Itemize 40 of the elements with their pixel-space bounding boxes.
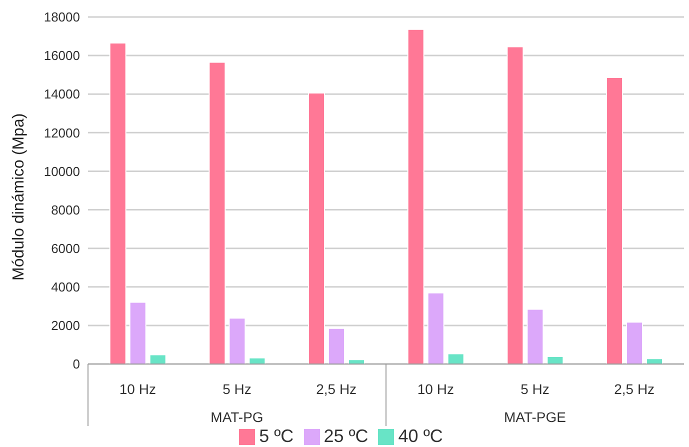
x-tick-label: 10 Hz — [417, 381, 454, 397]
bar — [308, 92, 326, 364]
legend-label: 5 ºC — [259, 426, 294, 446]
bar — [506, 46, 524, 364]
y-tick-label: 0 — [72, 356, 80, 372]
legend-label: 25 ºC — [324, 426, 368, 446]
bar — [348, 359, 366, 364]
bar — [407, 28, 424, 364]
bar — [646, 358, 664, 364]
bar — [626, 322, 644, 364]
y-tick-label: 6000 — [51, 240, 80, 256]
bar — [208, 62, 226, 364]
y-tick-label: 8000 — [51, 202, 80, 218]
bar — [109, 42, 126, 364]
y-tick-label: 10000 — [44, 164, 80, 179]
x-tick-label: 2,5 Hz — [316, 381, 357, 397]
x-tick-label: 5 Hz — [222, 381, 252, 397]
bar — [129, 302, 146, 364]
text: MAT-PG — [210, 409, 264, 425]
y-tick-label: 14000 — [44, 86, 80, 102]
bar — [149, 354, 166, 364]
bar — [228, 318, 246, 364]
x-tick-label: 2,5 Hz — [614, 381, 655, 397]
bar — [447, 353, 464, 364]
y-tick-label: 4000 — [51, 280, 80, 295]
bar — [248, 357, 266, 364]
x-tick-label: 5 Hz — [520, 381, 550, 397]
bar — [526, 308, 544, 364]
bar — [546, 356, 564, 364]
bar — [427, 292, 444, 364]
y-axis-title: Módulo dinámico (Mpa) — [10, 113, 28, 280]
y-tick-label: 2000 — [51, 318, 80, 334]
bar — [328, 328, 346, 364]
y-tick-label: 18000 — [44, 10, 80, 25]
bar — [606, 77, 624, 364]
x-tick-label: 10 Hz — [119, 381, 156, 397]
text: MAT-PGE — [504, 409, 566, 425]
y-tick-label: 12000 — [44, 125, 80, 140]
y-tick-label: 16000 — [44, 48, 80, 64]
legend-label: 40 ºC — [398, 426, 443, 446]
